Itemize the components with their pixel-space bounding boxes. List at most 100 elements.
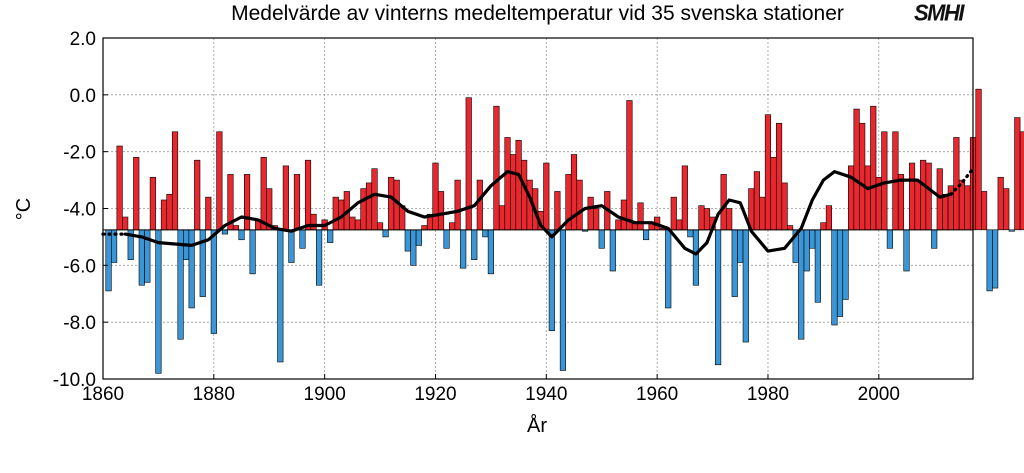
x-tick-label: 1940	[525, 384, 567, 405]
bar-1968	[698, 205, 705, 231]
bar-1955	[626, 100, 633, 231]
bar-2023	[1003, 188, 1010, 231]
bar-1988	[809, 229, 816, 249]
bar-1909	[371, 168, 378, 231]
chart-title: Medelvärde av vinterns medeltemperatur v…	[231, 2, 844, 25]
bar-1935	[515, 140, 522, 231]
bar-1983	[781, 182, 788, 231]
bar-1986	[798, 229, 805, 340]
bar-1927	[471, 229, 478, 260]
bar-1984	[787, 225, 794, 231]
y-tick-label: 0.0	[70, 86, 96, 107]
bar-1887	[249, 229, 256, 275]
bar-1912	[388, 176, 395, 231]
bar-1997	[859, 122, 866, 231]
bar-1931	[493, 105, 500, 231]
bar-1894	[288, 229, 295, 263]
bar-2005	[903, 229, 910, 272]
bar-1896	[299, 229, 306, 249]
bar-1980	[764, 114, 772, 231]
bar-2024	[1008, 229, 1015, 232]
bar-1999	[870, 105, 877, 231]
bar-1870	[155, 229, 162, 374]
bar-2021	[992, 229, 999, 289]
bar-2014	[953, 137, 960, 231]
bar-1990	[820, 222, 827, 231]
y-axis-title: °C	[13, 198, 35, 220]
x-tick-label: 1880	[193, 384, 235, 405]
bar-2016	[964, 185, 971, 231]
bar-2025	[1014, 117, 1021, 231]
bar-2009	[925, 162, 932, 231]
bar-1925	[460, 229, 467, 269]
bar-1864	[122, 216, 129, 231]
bar-2006	[908, 162, 916, 231]
bar-1966	[687, 229, 694, 238]
x-tick-label: 2000	[858, 384, 900, 405]
bar-2018	[975, 88, 982, 231]
bar-1920	[432, 162, 439, 231]
y-tick-label: -10.0	[53, 370, 96, 391]
bar-1922	[443, 229, 450, 249]
bar-1869	[149, 176, 156, 231]
bar-1952	[609, 229, 616, 272]
bar-1915	[404, 229, 411, 252]
bar-1879	[205, 196, 212, 231]
x-tick-label: 1860	[82, 384, 124, 405]
bar-1928	[476, 179, 483, 231]
bar-1948	[587, 196, 594, 231]
bar-2010	[931, 229, 938, 249]
bar-1950	[598, 229, 605, 249]
bar-1971	[715, 229, 722, 366]
bar-1957	[637, 202, 644, 231]
bar-2008	[920, 159, 927, 231]
bar-2012	[942, 193, 949, 231]
bar-1989	[814, 229, 821, 303]
bar-1943	[559, 229, 567, 371]
bar-1911	[382, 229, 389, 238]
bar-1982	[775, 122, 783, 231]
bar-1880	[210, 229, 217, 334]
bar-1873	[171, 131, 179, 231]
y-tick-label: -2.0	[63, 143, 96, 164]
bar-1949	[593, 208, 600, 231]
bar-1866	[133, 157, 140, 231]
bar-1917	[415, 229, 422, 246]
bar-1899	[316, 229, 323, 286]
bar-1998	[864, 165, 871, 231]
bar-1882	[221, 229, 228, 235]
bar-1905	[349, 216, 356, 231]
bar-1965	[681, 165, 688, 231]
bar-1918	[421, 225, 428, 231]
bar-1907	[360, 188, 367, 231]
bar-1863	[116, 145, 123, 231]
bar-1929	[482, 229, 489, 238]
bar-1941	[548, 229, 555, 331]
y-tick-label: -8.0	[63, 313, 96, 334]
bar-2001	[881, 131, 888, 231]
bar-1897	[304, 159, 312, 231]
bar-1954	[620, 199, 627, 231]
bar-2015	[958, 179, 965, 231]
bar-1881	[216, 131, 223, 231]
bar-1924	[454, 179, 461, 231]
bar-1942	[554, 191, 561, 231]
ticks: 1860 1880 1900 1920 1940 1960 1980 2000 2.0 0.0 -2…	[53, 29, 900, 405]
x-tick-label: 1920	[414, 384, 456, 405]
bar-1946	[576, 179, 583, 231]
bar-1930	[487, 229, 494, 275]
bar-1886	[244, 174, 251, 231]
bar-1902	[332, 196, 339, 231]
bar-1992	[831, 229, 838, 326]
bar-1973	[726, 208, 733, 231]
bar-1898	[310, 213, 317, 231]
bar-2011	[936, 168, 943, 231]
bar-1964	[676, 219, 683, 231]
y-tick-label: -4.0	[63, 200, 96, 221]
bar-1975	[737, 229, 744, 263]
bar-1916	[410, 229, 417, 266]
smoothed-curve	[101, 167, 975, 256]
smoothed-line	[123, 170, 953, 256]
bar-1921	[437, 191, 445, 231]
